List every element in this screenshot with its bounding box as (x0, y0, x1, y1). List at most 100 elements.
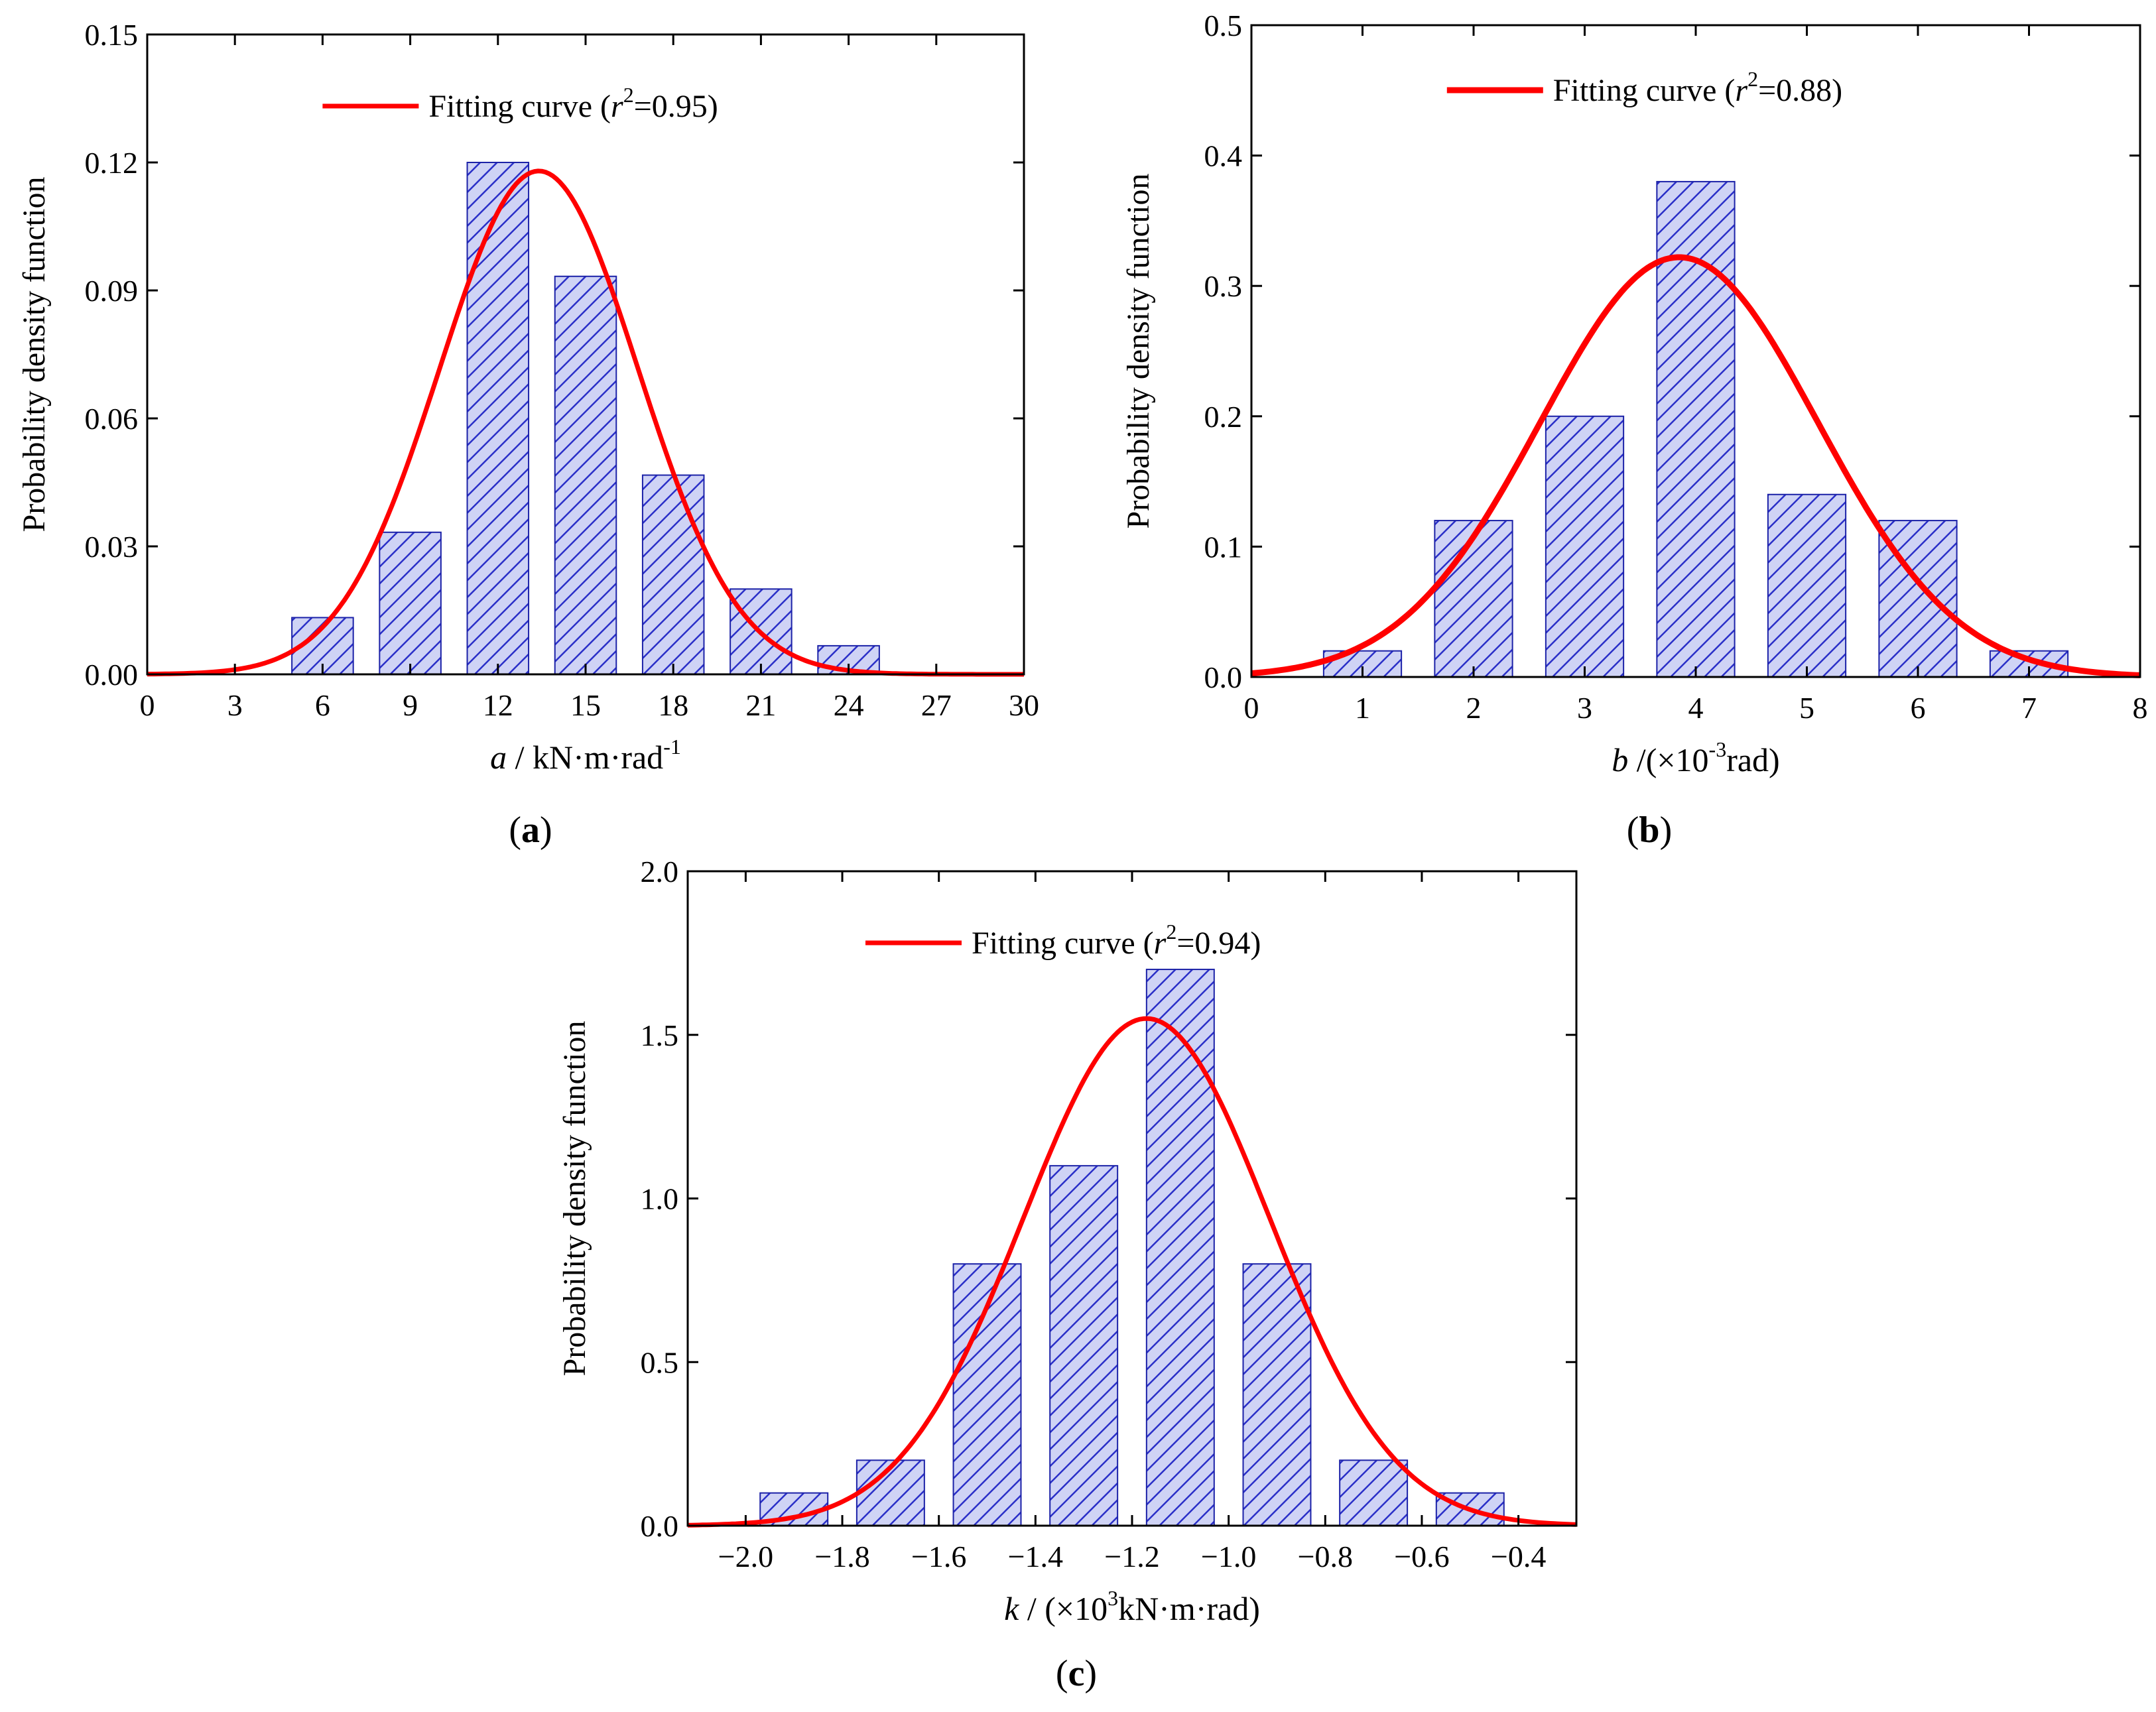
panel-b-bars (1322, 180, 2069, 678)
panel-b-x-tick-label-0: 0 (1244, 691, 1259, 725)
panel-c-x-tick-label-7: −0.6 (1394, 1540, 1449, 1573)
panel-c-legend-label: Fitting curve (r2=0.94) (972, 920, 1261, 961)
panel-b-x-tick-label-1: 1 (1355, 691, 1370, 725)
panel-a-y-tick-label-2: 0.06 (85, 402, 139, 436)
panel-a-x-tick-label-5: 15 (570, 688, 601, 722)
panel-c-plot-frame (686, 870, 1578, 1527)
panel-b-x-tick-label-7: 7 (2021, 691, 2037, 725)
panel-b-x-tick-label-4: 4 (1688, 691, 1704, 725)
panel-a-caption: (a) (509, 810, 552, 851)
panel-c-bar-1 (856, 1459, 925, 1527)
panel-a-legend: Fitting curve (r2=0.95) (322, 83, 718, 124)
panel-b-bar-4 (1767, 493, 1847, 678)
panel-c: −2.0 −1.8 −1.6 −1.4 −1.2 −1.0 −0.8 −0.6 −0.4 0.0 0… (557, 855, 1578, 1694)
panel-a: 0 3 6 9 12 15 18 21 24 27 30 0.00 0.03 0.06 0.09 0.12 0.… (17, 18, 1039, 851)
panel-c-x-tick-label-1: −1.8 (814, 1540, 869, 1573)
panel-c-ticks: −2.0 −1.8 −1.6 −1.4 −1.2 −1.0 −0.8 −0.6 −0.4 0.0 0… (641, 855, 1576, 1573)
panel-b-y-tick-label-0: 0.0 (1204, 660, 1243, 694)
panel-c-x-tick-label-8: −0.4 (1491, 1540, 1546, 1573)
panel-b-x-axis-superscript: -3 (1709, 737, 1727, 761)
panel-c-bars (759, 969, 1505, 1527)
panel-c-x-tick-label-0: −2.0 (718, 1540, 773, 1573)
panel-c-fitting-curve (687, 1016, 1577, 1528)
panel-b-x-tick-label-5: 5 (1799, 691, 1814, 725)
panel-a-x-tick-label-2: 6 (315, 688, 330, 722)
panel-b-x-axis-unit: /(×10 (1628, 741, 1708, 778)
panel-b-y-tick-label-4: 0.4 (1204, 139, 1243, 173)
panel-b-bar-3 (1656, 180, 1736, 678)
panel-a-y-tick-label-1: 0.03 (85, 530, 139, 564)
panel-a-ticks: 0 3 6 9 12 15 18 21 24 27 30 0.00 0.03 0.06 0.09 0.12 0.… (85, 18, 1040, 722)
panel-a-legend-prefix: Fitting curve ( (428, 89, 611, 124)
panel-a-y-tick-label-0: 0.00 (85, 658, 139, 692)
panel-c-y-tick-label-3: 1.5 (641, 1018, 679, 1052)
panel-b-legend-prefix: Fitting curve ( (1553, 73, 1736, 108)
panel-c-x-tick-label-3: −1.4 (1008, 1540, 1063, 1573)
panel-b-legend-value: =0.88) (1758, 73, 1842, 108)
panel-c-x-axis-superscript: 3 (1108, 1586, 1118, 1610)
panel-a-x-tick-label-6: 18 (658, 688, 688, 722)
panel-a-x-tick-label-4: 12 (483, 688, 513, 722)
panel-b-y-tick-label-2: 0.2 (1204, 400, 1243, 434)
panel-a-legend-superscript: 2 (623, 83, 634, 107)
panel-c-y-tick-label-1: 0.5 (641, 1345, 679, 1379)
panel-c-legend-value: =0.94) (1176, 926, 1261, 961)
panel-b-x-tick-label-3: 3 (1577, 691, 1592, 725)
panel-a-y-axis-label: Probability density function (17, 177, 52, 532)
panel-b-legend: Fitting curve (r2=0.88) (1446, 67, 1842, 108)
panel-b-fitting-curve (1251, 254, 2141, 678)
panel-c-legend: Fitting curve (r2=0.94) (865, 920, 1261, 961)
panel-c-caption-letter: c (1068, 1653, 1085, 1694)
panel-b-x-tick-label-6: 6 (1911, 691, 1926, 725)
panel-b-y-tick-label-3: 0.3 (1204, 269, 1243, 303)
panel-a-x-axis-unit: / kN·m·rad (507, 739, 663, 776)
panel-c-bar-6 (1339, 1459, 1409, 1527)
panel-b-y-axis-label: Probability density function (1121, 174, 1156, 529)
panel-a-x-axis-superscript: -1 (663, 735, 681, 759)
panel-c-y-tick-label-0: 0.0 (641, 1509, 679, 1543)
panel-a-fitting-curve (147, 168, 1024, 677)
panel-a-legend-variable: r (611, 89, 623, 124)
panel-b-bar-1 (1434, 520, 1513, 678)
panel-b: 0 1 2 3 4 5 6 7 8 0.0 0.1 0.2 0.3 0.4 0.5 Probability … (1121, 9, 2148, 851)
panel-b-legend-label: Fitting curve (r2=0.88) (1553, 67, 1842, 108)
panel-a-x-tick-label-3: 9 (403, 688, 418, 722)
panel-a-x-tick-label-0: 0 (140, 688, 155, 722)
panel-b-bar-2 (1545, 415, 1625, 678)
panel-b-x-axis-variable: b (1612, 741, 1628, 778)
panel-c-x-tick-label-4: −1.2 (1104, 1540, 1159, 1573)
panel-b-y-tick-label-5: 0.5 (1204, 9, 1243, 42)
panel-b-x-tick-label-8: 8 (2133, 691, 2148, 725)
panel-a-caption-letter: a (521, 810, 540, 851)
panel-a-bars (291, 162, 880, 676)
panel-b-x-axis-unit-end: rad) (1726, 741, 1780, 778)
panel-b-x-tick-label-2: 2 (1466, 691, 1482, 725)
panel-a-legend-value: =0.95) (634, 89, 718, 124)
panel-c-bar-3 (1049, 1165, 1119, 1526)
panel-c-x-axis-label: k / (×103kN·m·rad) (1004, 1586, 1260, 1627)
panel-a-x-tick-label-9: 27 (921, 688, 952, 722)
panel-b-legend-superscript: 2 (1747, 67, 1758, 91)
panel-b-legend-variable: r (1735, 73, 1747, 108)
panel-a-bar-4 (641, 474, 705, 676)
panel-c-legend-variable: r (1154, 926, 1167, 961)
panel-c-y-tick-label-4: 2.0 (641, 855, 679, 888)
panel-a-x-tick-label-1: 3 (227, 688, 243, 722)
panel-b-x-axis-label: b /(×10-3rad) (1612, 737, 1779, 778)
panel-a-bar-2 (466, 162, 530, 675)
panel-a-y-tick-label-4: 0.12 (85, 146, 139, 180)
panel-a-bar-3 (554, 275, 617, 675)
panel-b-caption: (b) (1627, 810, 1672, 851)
panel-c-y-tick-label-2: 1.0 (641, 1182, 679, 1216)
panel-c-caption: (c) (1056, 1653, 1097, 1694)
panel-a-bar-1 (379, 531, 442, 676)
panel-b-y-tick-label-1: 0.1 (1204, 530, 1243, 564)
panel-c-bar-4 (1145, 969, 1215, 1527)
panel-b-caption-letter: b (1639, 810, 1659, 851)
panel-a-legend-label: Fitting curve (r2=0.95) (428, 83, 718, 124)
panel-c-y-axis-label: Probability density function (557, 1021, 592, 1376)
panel-b-ticks: 0 1 2 3 4 5 6 7 8 0.0 0.1 0.2 0.3 0.4 0.5 (1204, 9, 2148, 725)
panel-c-x-tick-label-2: −1.6 (911, 1540, 966, 1573)
panel-c-legend-superscript: 2 (1166, 920, 1176, 944)
